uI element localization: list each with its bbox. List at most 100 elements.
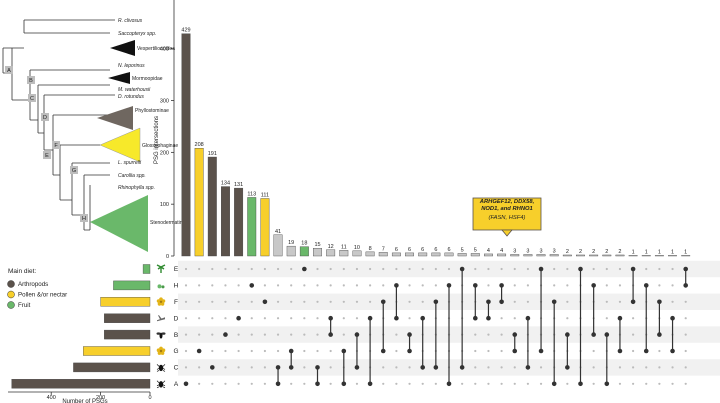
matrix-dot-filled [499, 283, 504, 288]
matrix-dot-empty [237, 267, 240, 271]
matrix-dot-empty [237, 382, 240, 385]
matrix-dot-empty [184, 284, 188, 287]
matrix-dot-empty [605, 267, 608, 271]
intersection-bar-label: 3 [526, 248, 529, 254]
intersection-bar [365, 251, 375, 257]
tree-node-label: F [54, 143, 58, 149]
matrix-dot-filled [551, 381, 557, 387]
matrix-dot-empty [487, 267, 490, 271]
intersection-bar-label: 113 [247, 191, 256, 197]
matrix-dot-empty [316, 333, 319, 336]
matrix-dot-filled [210, 365, 215, 370]
matrix-dot-filled [407, 332, 412, 337]
matrix-dot-empty [250, 267, 253, 271]
matrix-dot-filled [288, 365, 294, 370]
intersection-bar-label: 7 [382, 246, 385, 252]
tree-taxon: N. leporinus [118, 63, 145, 69]
matrix-dot-empty [605, 300, 608, 303]
tree-taxon: D. rotundus [118, 94, 144, 100]
matrix-dot-filled [486, 299, 491, 305]
set-axis-tick-label: 200 [96, 395, 105, 401]
matrix-dot-empty [408, 267, 411, 271]
matrix-dot-filled [578, 381, 583, 387]
matrix-dot-empty [211, 267, 214, 271]
set-name-label: B [174, 332, 178, 339]
matrix-dot-empty [671, 300, 674, 303]
matrix-dot-empty [618, 267, 622, 271]
matrix-dot-empty [632, 366, 635, 369]
matrix-dot-empty [658, 382, 661, 385]
matrix-dot-empty [434, 382, 437, 385]
tree-taxon: Stenodermatinae [150, 220, 188, 226]
matrix-dot-empty [421, 382, 424, 385]
matrix-dot-empty [342, 333, 345, 336]
matrix-dot-empty [237, 300, 240, 303]
matrix-dot-empty [658, 284, 661, 287]
intersection-bar-label: 1 [645, 249, 648, 255]
matrix-dot-filled [196, 348, 202, 354]
intersection-bar [339, 250, 349, 257]
matrix-dot-empty [250, 349, 253, 353]
phylogeny-tree [2, 19, 115, 231]
matrix-dot-filled [367, 315, 373, 321]
intersection-bar-label: 2 [592, 249, 595, 255]
matrix-dot-empty [434, 284, 437, 287]
matrix-dot-empty [184, 349, 188, 353]
set-size-bar [104, 313, 151, 323]
matrix-dot-empty [224, 300, 227, 303]
matrix-dot-empty [224, 382, 227, 385]
matrix-dot-empty [421, 284, 424, 287]
intersection-bar-label: 10 [354, 245, 360, 251]
matrix-dot-empty [198, 366, 201, 369]
matrix-dot-filled [643, 348, 649, 354]
y-tick-label: 200 [160, 150, 169, 156]
beetle-icon [156, 364, 166, 372]
matrix-dot-empty [408, 317, 411, 320]
matrix-dot-empty [184, 366, 188, 369]
tree-clades [90, 40, 148, 252]
y-axis-title: PSG intersections [154, 116, 160, 164]
matrix-dot-empty [500, 349, 503, 353]
tree-taxon: Saccopteryx spp. [118, 31, 156, 37]
intersection-bar-label: 2 [579, 249, 582, 255]
matrix-dot-empty [421, 267, 424, 271]
intersection-bar [181, 33, 191, 257]
matrix-dot-filled [604, 381, 610, 387]
matrix-dot-empty [198, 284, 201, 287]
matrix-dot-empty [408, 366, 411, 369]
matrix-dot-empty [474, 267, 477, 271]
intersection-bar-label: 1 [671, 249, 674, 255]
matrix-dot-empty [658, 267, 661, 271]
intersection-bar-label: 2 [618, 249, 621, 255]
matrix-dot-empty [513, 300, 516, 303]
intersection-bar [313, 248, 322, 257]
intersection-bar-label: 429 [181, 28, 190, 34]
matrix-dot-filled [236, 315, 241, 321]
tree-node-label: D [43, 115, 47, 121]
matrix-dot-empty [211, 317, 214, 320]
matrix-dot-empty [290, 267, 293, 271]
matrix-dot-empty [276, 317, 280, 320]
matrix-dot-empty [382, 382, 385, 385]
matrix-dot-filled [288, 348, 294, 354]
matrix-dot-filled [459, 365, 465, 370]
matrix-dot-filled [525, 365, 531, 370]
matrix-dot-filled [578, 266, 583, 272]
set-icons [156, 264, 166, 389]
matrix-dot-empty [553, 284, 556, 287]
intersection-bar [444, 252, 454, 257]
matrix-dot-empty [250, 333, 253, 336]
matrix-dot-empty [237, 333, 240, 336]
matrix-dot-empty [198, 382, 201, 385]
palm-tree-icon [156, 264, 166, 273]
matrix-dot-empty [342, 300, 345, 303]
legend-swatch [7, 290, 15, 299]
matrix-dot-filled [459, 266, 465, 272]
tree-taxon: Carollia spp. [118, 173, 146, 179]
matrix-dot-filled [630, 299, 636, 305]
matrix-dot-empty [684, 382, 687, 385]
matrix-dot-empty [198, 267, 201, 271]
tree-node-label: C [30, 96, 34, 102]
matrix-dot-empty [329, 267, 332, 271]
